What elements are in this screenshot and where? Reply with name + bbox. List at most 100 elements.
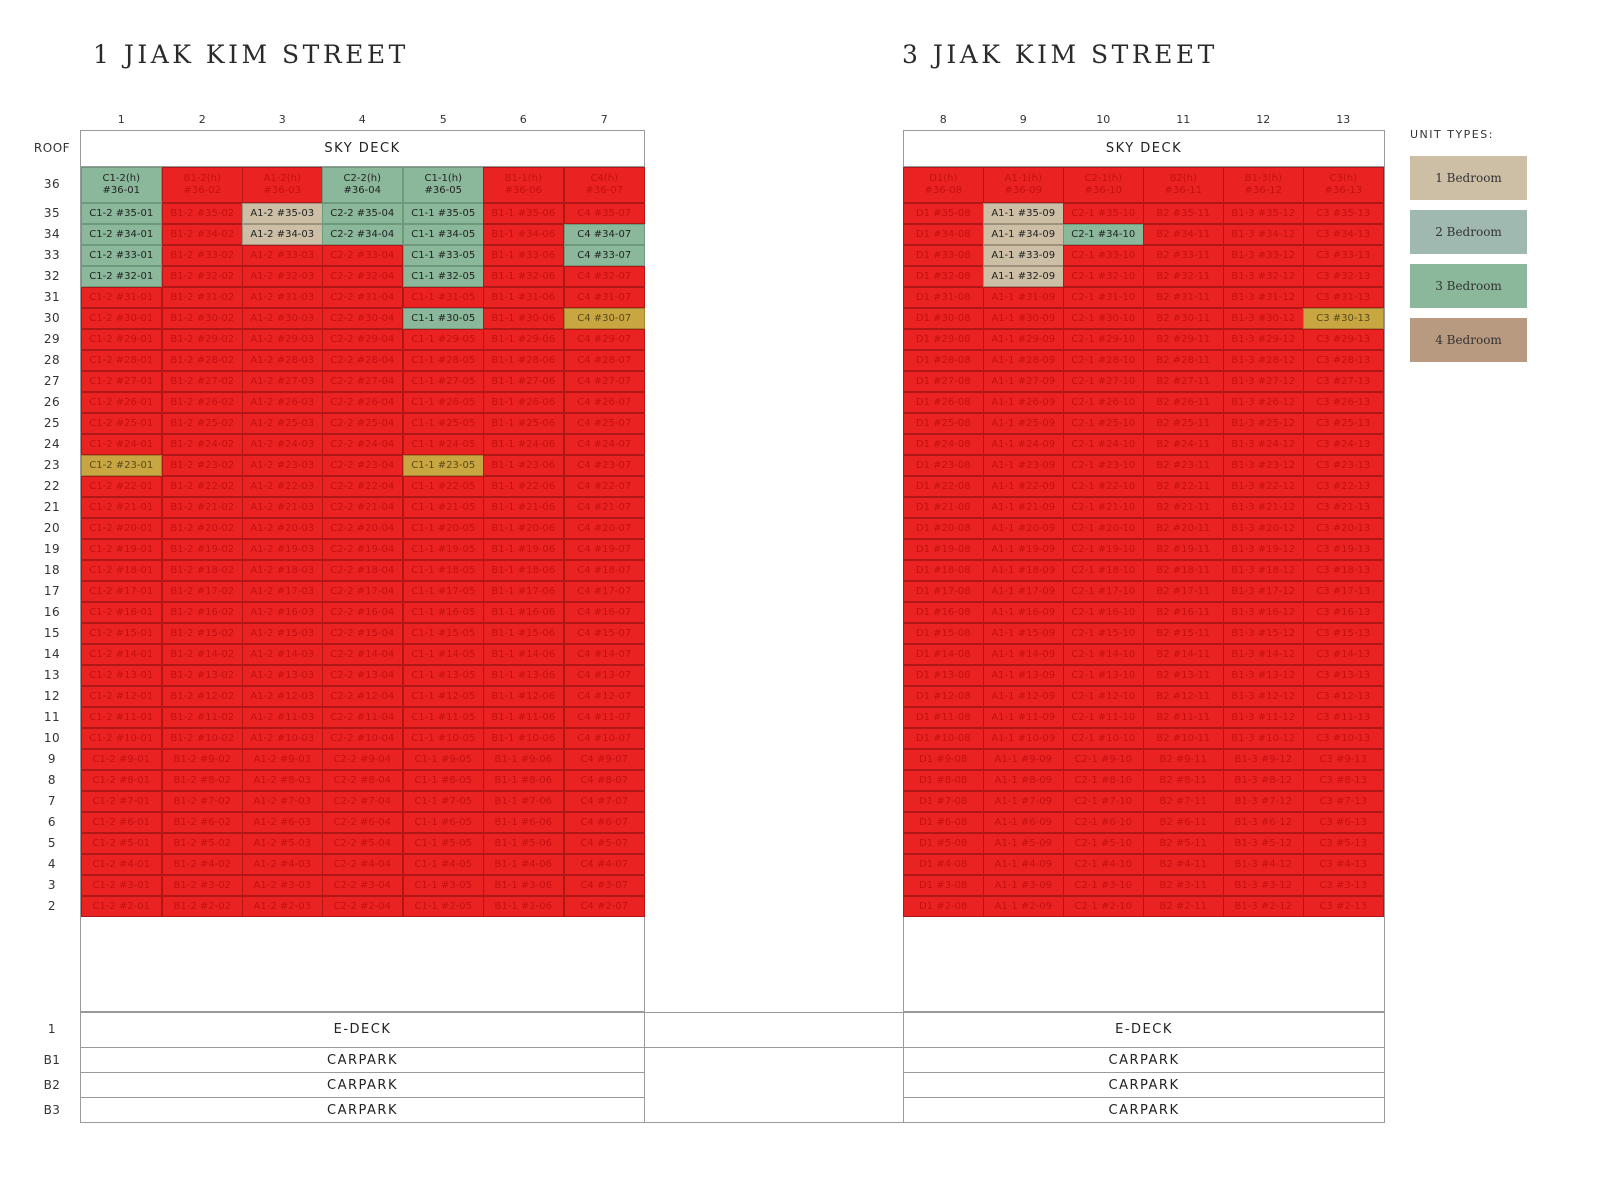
unit-cell[interactable]: C1-1 #9-05	[403, 749, 484, 770]
unit-cell[interactable]: C1-2 #4-01	[81, 854, 162, 875]
unit-cell[interactable]: A1-2 #21-03	[242, 497, 323, 518]
unit-cell[interactable]: B1-3 #8-12	[1223, 770, 1304, 791]
unit-cell[interactable]: B1-3(h) #36-12	[1223, 167, 1304, 203]
unit-cell[interactable]: C1-2 #10-01	[81, 728, 162, 749]
unit-cell[interactable]: C4 #30-07	[564, 308, 645, 329]
unit-cell[interactable]: C1-1 #31-05	[403, 287, 484, 308]
unit-cell[interactable]: B1-1 #35-06	[483, 203, 564, 224]
unit-cell[interactable]: B1-2 #26-02	[162, 392, 243, 413]
unit-cell[interactable]: C3 #14-13	[1303, 644, 1384, 665]
unit-cell[interactable]: D1 #5-08	[903, 833, 984, 854]
unit-cell[interactable]: B1-2 #14-02	[162, 644, 243, 665]
unit-cell[interactable]: B1-2 #11-02	[162, 707, 243, 728]
unit-cell[interactable]: C1-2 #32-01	[81, 266, 162, 287]
unit-cell[interactable]: C1-2 #22-01	[81, 476, 162, 497]
unit-cell[interactable]: C4 #10-07	[564, 728, 645, 749]
unit-cell[interactable]: A1-2 #35-03	[242, 203, 323, 224]
unit-cell[interactable]: B1-1 #9-06	[483, 749, 564, 770]
unit-cell[interactable]: A1-1 #17-09	[983, 581, 1064, 602]
unit-cell[interactable]: A1-1 #11-09	[983, 707, 1064, 728]
unit-cell[interactable]: B1-3 #11-12	[1223, 707, 1304, 728]
unit-cell[interactable]: A1-2 #4-03	[242, 854, 323, 875]
unit-cell[interactable]: B2 #13-11	[1143, 665, 1224, 686]
unit-cell[interactable]: C2-1 #7-10	[1063, 791, 1144, 812]
unit-cell[interactable]: C3 #10-13	[1303, 728, 1384, 749]
unit-cell[interactable]: B2 #8-11	[1143, 770, 1224, 791]
unit-cell[interactable]: D1 #28-08	[903, 350, 984, 371]
unit-cell[interactable]: C2-2 #16-04	[322, 602, 403, 623]
unit-cell[interactable]: C1-2 #28-01	[81, 350, 162, 371]
unit-cell[interactable]: B2 #34-11	[1143, 224, 1224, 245]
unit-cell[interactable]: C2-2 #8-04	[322, 770, 403, 791]
unit-cell[interactable]: C1-2 #21-01	[81, 497, 162, 518]
unit-cell[interactable]: C4 #26-07	[564, 392, 645, 413]
unit-cell[interactable]: C4 #32-07	[564, 266, 645, 287]
unit-cell[interactable]: B1-1 #5-06	[483, 833, 564, 854]
unit-cell[interactable]: B1-3 #12-12	[1223, 686, 1304, 707]
unit-cell[interactable]: B2 #26-11	[1143, 392, 1224, 413]
unit-cell[interactable]: B2 #20-11	[1143, 518, 1224, 539]
unit-cell[interactable]: C2-2 #21-04	[322, 497, 403, 518]
unit-cell[interactable]: A1-1 #30-09	[983, 308, 1064, 329]
unit-cell[interactable]: D1 #23-08	[903, 455, 984, 476]
unit-cell[interactable]: C1-1 #22-05	[403, 476, 484, 497]
unit-cell[interactable]: A1-2 #24-03	[242, 434, 323, 455]
unit-cell[interactable]: C2-2 #24-04	[322, 434, 403, 455]
unit-cell[interactable]: C3 #12-13	[1303, 686, 1384, 707]
unit-cell[interactable]: A1-2 #11-03	[242, 707, 323, 728]
unit-cell[interactable]: C4 #14-07	[564, 644, 645, 665]
unit-cell[interactable]: D1 #9-08	[903, 749, 984, 770]
unit-cell[interactable]: B1-3 #33-12	[1223, 245, 1304, 266]
unit-cell[interactable]: D1 #3-08	[903, 875, 984, 896]
unit-cell[interactable]: C1-1 #33-05	[403, 245, 484, 266]
unit-cell[interactable]: A1-1 #33-09	[983, 245, 1064, 266]
unit-cell[interactable]: C1-2 #23-01	[81, 455, 162, 476]
unit-cell[interactable]: B1-1 #6-06	[483, 812, 564, 833]
unit-cell[interactable]: B2 #33-11	[1143, 245, 1224, 266]
unit-cell[interactable]: A1-2 #10-03	[242, 728, 323, 749]
unit-cell[interactable]: B1-2 #33-02	[162, 245, 243, 266]
unit-cell[interactable]: C4 #31-07	[564, 287, 645, 308]
unit-cell[interactable]: B2 #28-11	[1143, 350, 1224, 371]
unit-cell[interactable]: B1-1(h) #36-06	[483, 167, 564, 203]
unit-cell[interactable]: B1-2 #12-02	[162, 686, 243, 707]
unit-cell[interactable]: B2 #27-11	[1143, 371, 1224, 392]
unit-cell[interactable]: B1-3 #9-12	[1223, 749, 1304, 770]
unit-cell[interactable]: C4 #4-07	[564, 854, 645, 875]
unit-cell[interactable]: B1-2 #23-02	[162, 455, 243, 476]
unit-cell[interactable]: B1-2 #18-02	[162, 560, 243, 581]
unit-cell[interactable]: B1-2 #9-02	[162, 749, 243, 770]
unit-cell[interactable]: C4 #11-07	[564, 707, 645, 728]
unit-cell[interactable]: A1-1 #20-09	[983, 518, 1064, 539]
unit-cell[interactable]: C3 #17-13	[1303, 581, 1384, 602]
unit-cell[interactable]: C3 #15-13	[1303, 623, 1384, 644]
unit-cell[interactable]: C1-2 #15-01	[81, 623, 162, 644]
unit-cell[interactable]: B1-1 #24-06	[483, 434, 564, 455]
unit-cell[interactable]: B1-3 #19-12	[1223, 539, 1304, 560]
unit-cell[interactable]: C1-2 #11-01	[81, 707, 162, 728]
unit-cell[interactable]: A1-1 #6-09	[983, 812, 1064, 833]
unit-cell[interactable]: C1-1 #24-05	[403, 434, 484, 455]
unit-cell[interactable]: D1 #6-08	[903, 812, 984, 833]
unit-cell[interactable]: C1-2 #14-01	[81, 644, 162, 665]
unit-cell[interactable]: C1-1 #8-05	[403, 770, 484, 791]
unit-cell[interactable]: D1 #4-08	[903, 854, 984, 875]
unit-cell[interactable]: C2-2 #7-04	[322, 791, 403, 812]
unit-cell[interactable]: B1-1 #26-06	[483, 392, 564, 413]
unit-cell[interactable]: A1-1 #28-09	[983, 350, 1064, 371]
unit-cell[interactable]: B1-3 #10-12	[1223, 728, 1304, 749]
unit-cell[interactable]: A1-1 #10-09	[983, 728, 1064, 749]
unit-cell[interactable]: C4 #25-07	[564, 413, 645, 434]
unit-cell[interactable]: C4 #3-07	[564, 875, 645, 896]
unit-cell[interactable]: C3 #9-13	[1303, 749, 1384, 770]
unit-cell[interactable]: B1-3 #27-12	[1223, 371, 1304, 392]
unit-cell[interactable]: A1-1 #23-09	[983, 455, 1064, 476]
unit-cell[interactable]: C2-1 #30-10	[1063, 308, 1144, 329]
unit-cell[interactable]: B2 #19-11	[1143, 539, 1224, 560]
unit-cell[interactable]: C4 #6-07	[564, 812, 645, 833]
unit-cell[interactable]: B1-3 #20-12	[1223, 518, 1304, 539]
unit-cell[interactable]: B2 #9-11	[1143, 749, 1224, 770]
unit-cell[interactable]: B1-1 #18-06	[483, 560, 564, 581]
unit-cell[interactable]: B1-1 #16-06	[483, 602, 564, 623]
unit-cell[interactable]: C1-1 #6-05	[403, 812, 484, 833]
